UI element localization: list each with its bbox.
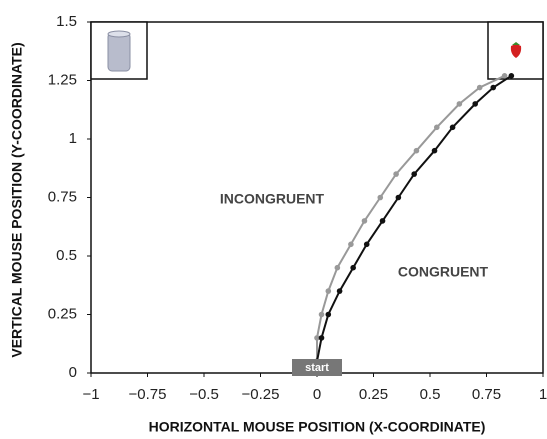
point bbox=[379, 218, 386, 224]
x-tick-label: −0.5 bbox=[189, 386, 219, 403]
point bbox=[433, 124, 440, 131]
x-tick-label: −0.25 bbox=[242, 386, 280, 403]
y-tick-label: 0 bbox=[69, 364, 77, 381]
y-tick-label: 1.5 bbox=[56, 13, 77, 30]
x-tick-label: 0.25 bbox=[359, 386, 388, 403]
strawberry-leaves bbox=[512, 42, 520, 45]
x-tick-label: −0.75 bbox=[129, 386, 167, 403]
can-top bbox=[107, 30, 131, 38]
point bbox=[449, 124, 456, 131]
start-label: start bbox=[305, 362, 329, 374]
point bbox=[325, 288, 332, 294]
point bbox=[334, 264, 341, 271]
point bbox=[350, 264, 356, 271]
start-box bbox=[292, 359, 342, 376]
point bbox=[325, 311, 332, 318]
point bbox=[377, 194, 384, 201]
can-icon bbox=[107, 32, 131, 72]
point bbox=[336, 288, 343, 294]
strawberry-icon-box bbox=[487, 21, 544, 80]
point bbox=[476, 84, 483, 91]
point bbox=[431, 147, 438, 154]
point bbox=[395, 194, 402, 201]
strawberry-icon bbox=[510, 44, 522, 58]
x-tick-label: 0 bbox=[313, 386, 321, 403]
point bbox=[361, 218, 368, 224]
point bbox=[490, 84, 497, 91]
point bbox=[363, 241, 370, 248]
point bbox=[348, 241, 354, 248]
y-tick-label: 1.25 bbox=[48, 71, 77, 88]
series-label: INCONGRUENT bbox=[220, 191, 325, 207]
y-tick-label: 1 bbox=[69, 130, 77, 147]
point bbox=[393, 171, 399, 177]
can-icon-box bbox=[90, 21, 148, 80]
point bbox=[456, 101, 463, 107]
point bbox=[501, 73, 508, 79]
point bbox=[318, 335, 325, 341]
x-tick-label: 1 bbox=[539, 386, 547, 403]
y-axis-title: VERTICAL MOUSE POSITION (Y-COORDINATE) bbox=[9, 42, 25, 357]
series-label: CONGRUENT bbox=[398, 264, 489, 280]
point bbox=[413, 147, 420, 154]
point bbox=[508, 73, 515, 79]
x-tick-label: 0.5 bbox=[420, 386, 441, 403]
series-line bbox=[316, 74, 512, 362]
point bbox=[318, 311, 325, 318]
y-tick-label: 0.25 bbox=[48, 305, 77, 322]
x-tick-label: 0.75 bbox=[472, 386, 501, 403]
series-line bbox=[316, 74, 506, 362]
point bbox=[472, 101, 479, 107]
x-axis-title: HORIZONTAL MOUSE POSITION (X-COORDINATE) bbox=[149, 419, 486, 435]
y-tick-label: 0.75 bbox=[48, 188, 77, 205]
y-tick-label: 0.5 bbox=[56, 247, 77, 264]
point bbox=[314, 335, 320, 341]
x-tick-label: −1 bbox=[82, 386, 99, 403]
point bbox=[411, 171, 417, 177]
